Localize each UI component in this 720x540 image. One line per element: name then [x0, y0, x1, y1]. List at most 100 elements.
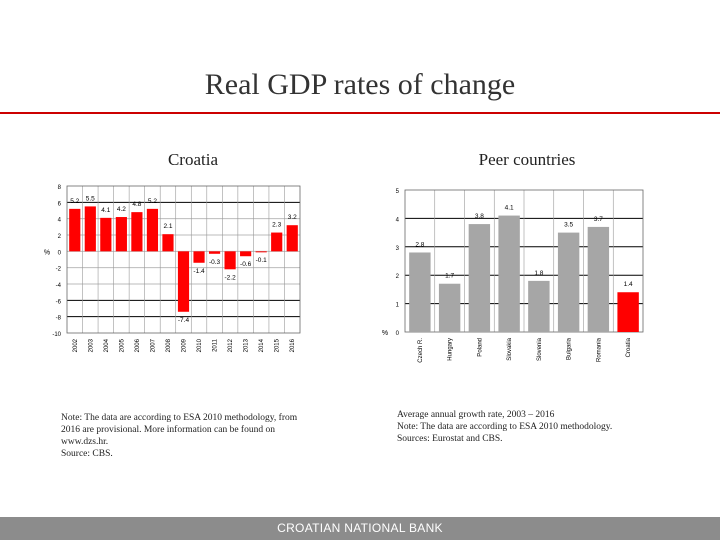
- note-line: Average annual growth rate, 2003 – 2016: [397, 410, 555, 420]
- x-tick-label: Croatia: [626, 337, 632, 357]
- x-tick-label: Czech R.: [418, 338, 424, 363]
- data-label: 2.3: [272, 222, 281, 229]
- x-tick-label: 2012: [228, 338, 234, 352]
- data-label: 2.1: [163, 223, 172, 230]
- bar: [286, 225, 298, 252]
- x-tick-label: Slovakia: [507, 337, 513, 360]
- x-tick-label: 2016: [290, 338, 296, 352]
- bar: [240, 251, 252, 257]
- y-tick-label: 2: [396, 274, 400, 280]
- y-tick-label: -4: [56, 283, 62, 289]
- data-label: 1.8: [534, 270, 543, 277]
- y-tick-label: 6: [58, 201, 62, 207]
- data-label: 3.5: [564, 222, 573, 229]
- bar: [131, 212, 143, 252]
- peer-chart: 0 1 2 3 4 5% 2.8 Czech R. 1.7 Hungary 3.8 Poland 4.1…: [382, 189, 644, 363]
- x-tick-label: 2002: [73, 338, 79, 352]
- y-tick-label: 8: [58, 185, 62, 191]
- y-axis-label: %: [44, 249, 50, 256]
- data-label: -1.4: [193, 268, 205, 275]
- bar: [146, 208, 159, 252]
- bar: [468, 224, 491, 332]
- bar: [409, 252, 431, 332]
- x-tick-label: Hungary: [448, 338, 454, 361]
- data-label: 3.2: [288, 214, 297, 221]
- y-tick-label: -6: [56, 299, 62, 305]
- plot-frame: [66, 185, 301, 334]
- bar: [255, 251, 267, 253]
- data-label: -0.3: [209, 259, 221, 266]
- footer-bank-name: CROATIAN NATIONAL BANK: [0, 517, 720, 540]
- x-tick-label: 2008: [166, 338, 172, 352]
- croatia-note: Note: The data are according to ESA 2010…: [61, 412, 297, 460]
- y-axis-label: %: [382, 330, 388, 337]
- y-tick-label: -2: [56, 267, 62, 273]
- bar: [162, 234, 174, 252]
- x-tick-label: 2009: [182, 338, 188, 352]
- y-tick-label: -10: [52, 332, 61, 338]
- bar: [115, 217, 127, 252]
- bar: [557, 232, 580, 332]
- note-line: Sources: Eurostat and CBS.: [397, 434, 503, 444]
- y-tick-label: 5: [396, 189, 400, 195]
- x-tick-label: 2011: [213, 338, 219, 352]
- title-divider: [0, 112, 720, 114]
- chart-title-croatia: Croatia: [167, 150, 219, 169]
- data-label: 5.2: [70, 198, 79, 205]
- bar: [193, 251, 205, 263]
- bar: [208, 251, 221, 254]
- y-tick-label: 4: [58, 218, 62, 224]
- x-tick-label: Poland: [477, 338, 483, 357]
- x-tick-label: 2005: [119, 338, 125, 352]
- x-tick-label: 2004: [104, 338, 110, 352]
- data-label: 4.1: [505, 205, 514, 212]
- y-tick-label: 4: [396, 217, 400, 223]
- bar: [528, 280, 550, 332]
- data-label: 1.7: [445, 273, 454, 280]
- data-label: 5.2: [148, 198, 157, 205]
- data-label: 4.2: [117, 206, 126, 213]
- x-tick-label: Slovenia: [537, 337, 543, 361]
- bar: [84, 206, 96, 252]
- data-label: 3.8: [475, 213, 484, 220]
- bar: [438, 283, 461, 332]
- croatia-chart: -10 -8 -6 -4 -2 0 2 4 6 8% 5.2 2002 5.5 2003 4.1 2004 4.…: [44, 185, 301, 352]
- data-label: -7.4: [178, 317, 190, 324]
- data-label: 4.8: [132, 201, 141, 208]
- bar: [224, 251, 236, 270]
- note-line: Note: The data are according to ESA 2010…: [397, 422, 613, 432]
- y-tick-label: 3: [396, 246, 400, 252]
- x-tick-label: 2006: [135, 338, 141, 352]
- data-label: 3.7: [594, 216, 603, 223]
- x-tick-label: 2015: [275, 338, 281, 352]
- x-tick-label: 2007: [150, 338, 156, 352]
- y-tick-label: 2: [58, 234, 62, 240]
- y-tick-label: 0: [396, 331, 400, 337]
- bar: [498, 215, 520, 332]
- x-tick-label: 2013: [244, 338, 250, 352]
- x-tick-label: 2010: [197, 338, 203, 352]
- note-line: 2016 are provisional. More information c…: [61, 425, 275, 435]
- note-line: www.dzs.hr.: [61, 437, 109, 447]
- note-line: Note: The data are according to ESA 2010…: [61, 413, 298, 423]
- x-tick-label: 2014: [259, 338, 265, 352]
- data-label: 2.8: [415, 241, 424, 248]
- bar: [177, 251, 190, 312]
- bar: [100, 217, 112, 252]
- bar: [587, 226, 610, 332]
- y-tick-label: 0: [58, 250, 62, 256]
- bar: [271, 232, 283, 252]
- data-label: 1.4: [624, 281, 633, 288]
- bar: [69, 208, 81, 252]
- data-label: 5.5: [86, 195, 95, 202]
- y-tick-label: 1: [396, 303, 400, 309]
- y-tick-label: -8: [56, 316, 62, 322]
- x-tick-label: Bulgaria: [567, 337, 573, 360]
- bar: [617, 292, 639, 332]
- slide-title: Real GDP rates of change: [204, 68, 516, 101]
- peer-note: Average annual growth rate, 2003 – 2016 …: [397, 409, 612, 445]
- note-line: Source: CBS.: [61, 449, 113, 459]
- plot-frame: [404, 189, 644, 333]
- x-tick-label: 2003: [88, 338, 94, 352]
- x-tick-label: Romania: [596, 337, 602, 362]
